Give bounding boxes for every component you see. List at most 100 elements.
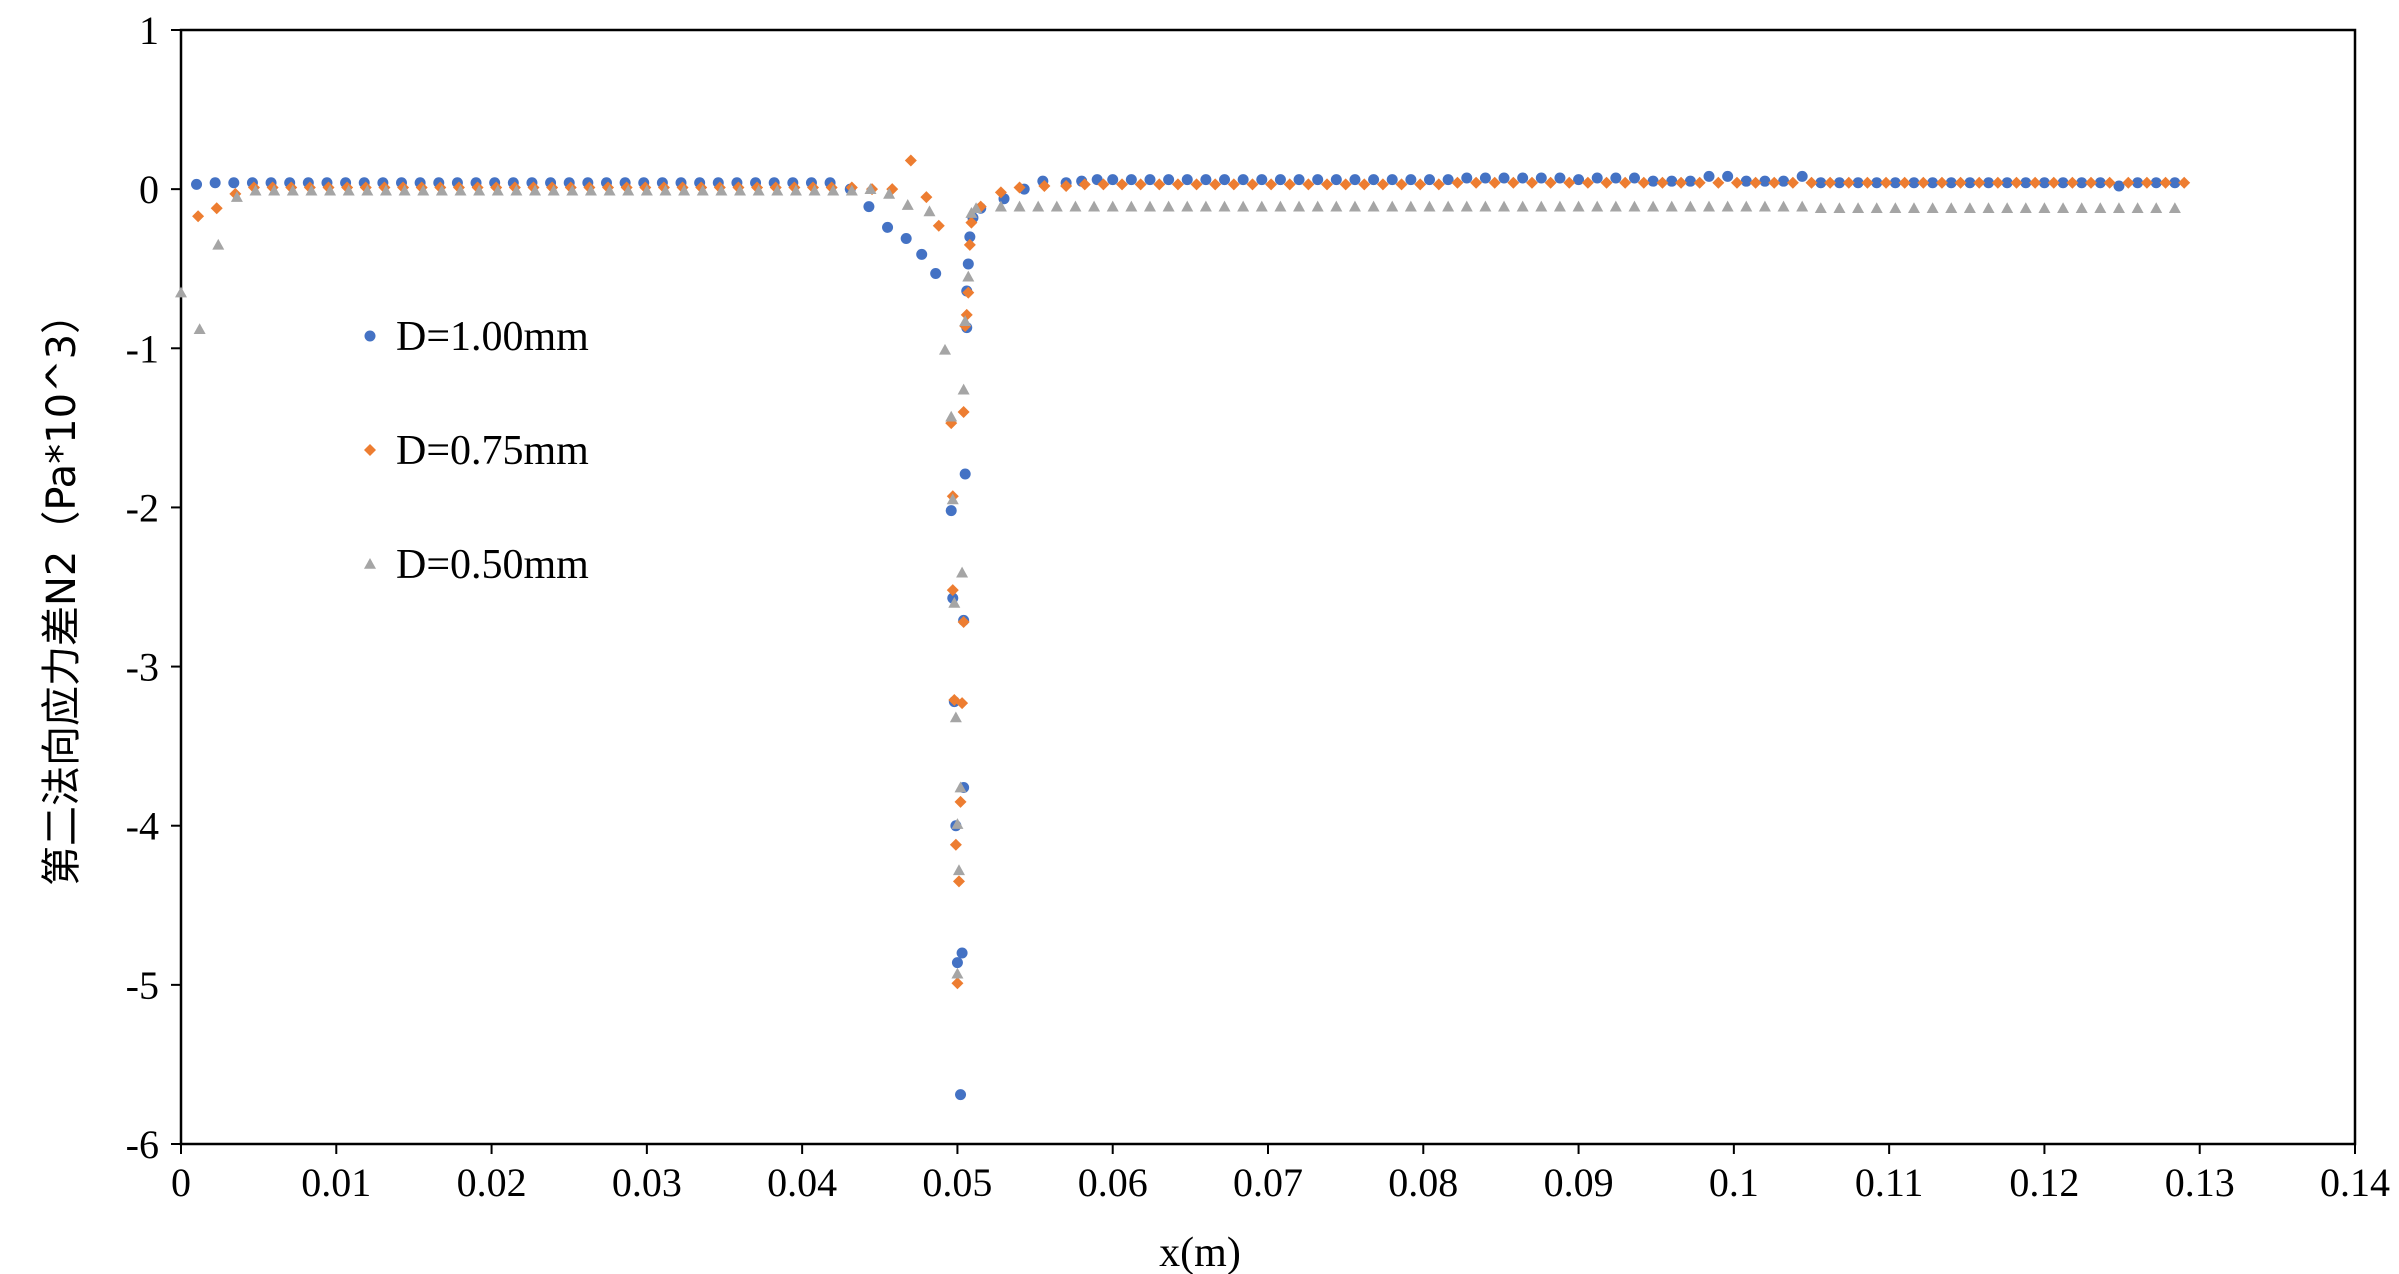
- data-point: [1647, 175, 1659, 187]
- series-3: [175, 183, 2181, 979]
- data-point: [956, 947, 968, 959]
- data-point: [305, 184, 318, 196]
- data-point: [1712, 176, 1725, 189]
- data-point: [1321, 178, 1334, 191]
- data-point: [1610, 172, 1622, 184]
- y-tick-label: -1: [126, 326, 159, 371]
- data-point: [1870, 202, 1883, 214]
- data-point: [1376, 178, 1389, 191]
- data-point: [1777, 200, 1790, 212]
- data-point: [1190, 178, 1203, 191]
- data-point: [2020, 177, 2032, 189]
- data-point: [249, 184, 262, 196]
- x-tick-label: 0.06: [1078, 1160, 1148, 1205]
- data-point: [342, 184, 355, 196]
- data-point: [1237, 174, 1249, 186]
- data-point: [1038, 179, 1051, 192]
- data-point: [1312, 174, 1324, 186]
- data-point: [920, 191, 933, 204]
- data-point: [970, 202, 983, 214]
- data-point: [2019, 202, 2032, 214]
- data-point: [1171, 178, 1184, 191]
- data-point: [584, 184, 597, 196]
- data-point: [1134, 178, 1147, 191]
- data-point: [1106, 200, 1119, 212]
- data-point: [1293, 200, 1306, 212]
- data-point: [1768, 176, 1781, 189]
- data-point: [1237, 200, 1250, 212]
- data-point: [1796, 170, 1808, 182]
- data-point: [286, 184, 299, 196]
- data-point: [949, 838, 962, 851]
- y-tick-label: -3: [126, 645, 159, 690]
- y-tick-label: -2: [126, 485, 159, 530]
- data-point: [510, 184, 523, 196]
- data-point: [2131, 202, 2144, 214]
- data-point: [965, 216, 978, 229]
- data-point: [1684, 175, 1696, 187]
- data-point: [827, 184, 840, 196]
- data-point: [1964, 177, 1976, 189]
- x-axis-ticks: 0 0.01 0.02 0.03 0.04 0.05 0.06 0.07 0.08 0.09 0.1…: [171, 1144, 2390, 1205]
- data-point: [2094, 202, 2107, 214]
- legend-marker: [364, 558, 376, 569]
- data-point: [951, 977, 964, 990]
- data-point: [951, 957, 963, 969]
- data-point: [1600, 176, 1613, 189]
- data-point: [1554, 172, 1566, 184]
- data-point: [210, 202, 223, 215]
- data-point: [1368, 174, 1380, 186]
- data-point: [1358, 178, 1371, 191]
- data-point: [1470, 176, 1483, 189]
- data-point: [2178, 176, 2191, 189]
- data-point: [2001, 177, 2013, 189]
- data-point: [1786, 176, 1799, 189]
- data-point: [1917, 176, 1930, 189]
- data-point: [954, 781, 967, 793]
- x-tick-label: 0: [171, 1160, 191, 1205]
- y-tick-label: -5: [126, 963, 159, 1008]
- y-tick-label: 1: [139, 8, 159, 53]
- data-point: [1898, 176, 1911, 189]
- data-point: [1703, 200, 1716, 212]
- data-point: [956, 697, 969, 710]
- data-point: [951, 967, 964, 979]
- legend-label: D=0.75mm: [396, 428, 589, 474]
- data-point: [1889, 202, 1902, 214]
- x-tick-label: 0.03: [612, 1160, 682, 1205]
- data-point: [1833, 177, 1845, 189]
- data-point: [1535, 200, 1548, 212]
- data-point: [964, 231, 976, 243]
- data-point: [603, 184, 616, 196]
- data-point: [945, 505, 957, 517]
- data-point: [1758, 200, 1771, 212]
- data-point: [1013, 200, 1026, 212]
- data-point: [2057, 177, 2069, 189]
- data-point: [1572, 200, 1585, 212]
- data-points: [175, 154, 2191, 1101]
- data-point: [1619, 176, 1632, 189]
- data-point: [398, 184, 411, 196]
- data-point: [957, 616, 970, 629]
- data-point: [1032, 200, 1045, 212]
- data-point: [1880, 176, 1893, 189]
- data-point: [659, 184, 672, 196]
- data-point: [945, 410, 958, 422]
- data-point: [1442, 174, 1454, 186]
- data-point: [1293, 174, 1305, 186]
- data-point: [1200, 174, 1212, 186]
- data-point: [1367, 200, 1380, 212]
- data-point: [1525, 176, 1538, 189]
- data-point: [1181, 200, 1194, 212]
- data-point: [1889, 177, 1901, 189]
- data-point: [1628, 172, 1640, 184]
- legend-marker: [364, 330, 376, 342]
- data-point: [1581, 176, 1594, 189]
- data-point: [1908, 177, 1920, 189]
- data-point: [1404, 200, 1417, 212]
- data-point: [324, 184, 337, 196]
- data-point: [1265, 178, 1278, 191]
- x-tick-label: 0.14: [2320, 1160, 2390, 1205]
- data-point: [2047, 176, 2060, 189]
- data-point: [1665, 200, 1678, 212]
